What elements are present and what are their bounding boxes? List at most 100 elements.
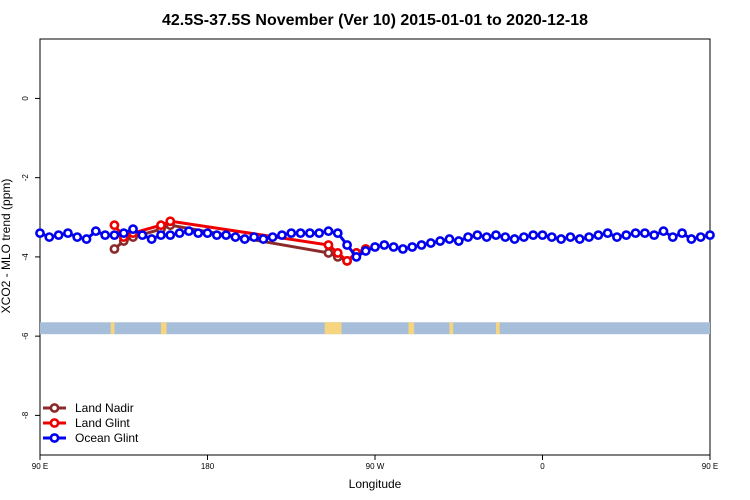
series-layer [35,216,715,266]
data-point [165,216,176,227]
data-point [630,228,641,239]
data-point [332,228,343,239]
y-axis-label: XCO2 - MLO trend (ppm) [0,179,13,314]
data-point [230,232,241,242]
y-tick-label: -8 [21,411,30,419]
land-mask-band [40,322,710,335]
data-point [472,230,483,241]
data-point [239,234,250,244]
data-point [249,232,259,242]
data-point [304,228,315,239]
data-point [500,232,511,242]
legend-marker [49,433,60,443]
data-point [407,242,418,252]
data-point [165,230,176,241]
data-point [379,240,390,250]
data-point [388,242,399,252]
data-point [705,230,715,241]
data-point [267,232,278,242]
data-point [695,232,706,242]
data-point [35,228,45,239]
data-point [360,246,371,256]
land-segment [408,322,415,335]
y-tick-label: -4 [21,253,30,261]
data-point [574,234,585,244]
data-point [118,228,129,239]
x-axis: 90 E 180 90 W 0 90 E [32,455,718,471]
chart-title: 42.5S-37.5S November (Ver 10) 2015-01-01… [162,12,588,29]
data-point [518,232,529,242]
x-axis-label: Longitude [349,477,402,491]
data-point [314,228,325,239]
data-point [342,255,352,266]
data-point [174,228,185,239]
legend-item: Land Glint [43,416,130,430]
data-point [332,248,343,258]
data-point [211,230,222,241]
data-point [44,232,55,242]
data-point [109,230,120,241]
data-point [221,230,232,241]
data-point [658,226,669,237]
land-segment [160,322,167,335]
data-point [509,234,520,244]
legend-marker [49,403,60,413]
legend-item: Land Nadir [43,401,134,415]
y-axis: 0 -2 -4 -6 -8 [21,96,40,419]
data-point [398,244,408,254]
data-point [463,232,473,242]
data-point [667,232,678,242]
data-point [425,238,436,248]
data-point [63,228,73,239]
data-point [90,226,101,237]
data-point [258,234,269,244]
data-point [100,230,111,241]
y-tick-label: -6 [21,332,30,340]
data-point [686,234,697,244]
data-point [109,220,120,231]
data-point [53,230,64,241]
data-point [444,234,455,244]
data-point [351,252,362,262]
data-point [416,240,427,250]
x-tick-label: 90 E [32,462,48,471]
data-point [72,232,83,242]
data-point [565,232,576,242]
legend-label: Ocean Glint [75,431,139,445]
data-point [342,240,352,250]
data-point [323,240,334,250]
legend-label: Land Nadir [75,401,134,415]
data-point [593,230,604,241]
data-point [202,228,213,239]
data-point [277,230,287,241]
data-point [370,242,380,252]
data-point [481,232,492,242]
data-point [323,226,334,237]
data-point [649,230,660,241]
data-point [612,232,622,242]
land-segment [449,322,454,335]
data-point [584,232,594,242]
data-point [128,224,138,235]
data-point [546,232,557,242]
data-point [453,236,464,246]
y-tick-label: 0 [21,96,30,101]
data-point [491,230,501,241]
data-point [537,230,548,241]
data-point [323,248,334,258]
data-point [639,228,650,239]
x-tick-label: 0 [540,462,545,471]
x-tick-label: 90 W [366,462,385,471]
land-segment [495,322,500,335]
data-point [146,234,157,244]
land-segment [110,322,115,335]
x-tick-label: 180 [201,462,215,471]
land-segment [324,322,342,335]
data-point [183,226,194,237]
data-point [286,228,297,239]
ocean-band [40,322,710,335]
legend-label: Land Glint [75,416,130,430]
data-point [621,230,632,241]
